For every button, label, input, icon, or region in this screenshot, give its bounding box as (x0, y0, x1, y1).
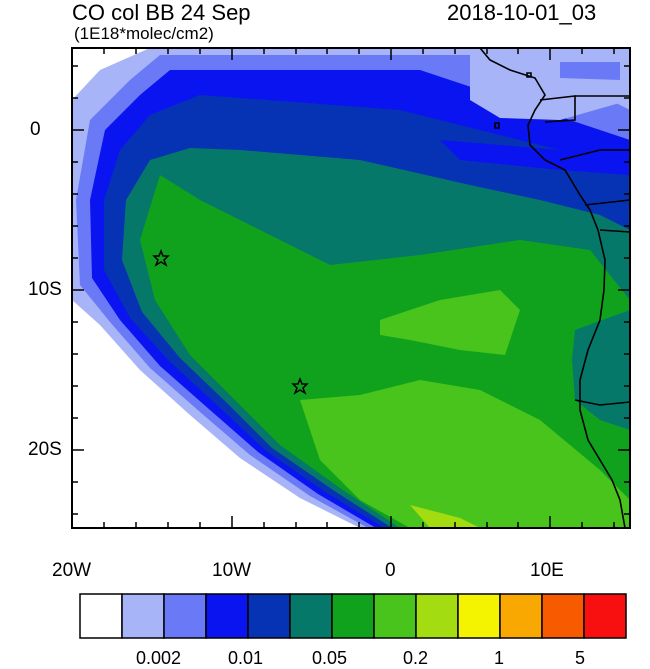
plot-frame (71, 47, 631, 529)
y-tick-10s: 10S (28, 279, 62, 300)
y-tick-20s: 20S (28, 439, 62, 460)
colorbar-box-4 (247, 593, 291, 639)
colorbar-label-0: 0.002 (136, 648, 182, 668)
x-tick-0: 0 (385, 560, 396, 581)
colorbar-box-11 (541, 593, 585, 639)
colorbar-box-2 (163, 593, 207, 639)
x-tick-10e: 10E (530, 560, 564, 581)
coastline (479, 48, 630, 528)
colorbar-box-5 (289, 593, 333, 639)
colorbar-box-3 (205, 593, 249, 639)
x-tick-20w: 20W (52, 560, 92, 581)
title-left: CO col BB 24 Sep (72, 0, 251, 25)
star-marker-2 (291, 376, 309, 395)
colorbar-box-1 (121, 593, 165, 639)
colorbar-box-7 (373, 593, 417, 639)
title-right: 2018-10-01_03 (447, 0, 597, 25)
y-tick-0: 0 (30, 119, 41, 140)
colorbar-label-4: 1 (494, 648, 505, 668)
colorbar-label-1: 0.01 (228, 648, 264, 668)
colorbar (79, 593, 627, 639)
units-label: (1E18*molec/cm2) (74, 24, 214, 43)
star-markers (152, 248, 309, 395)
colorbar-label-3: 0.2 (403, 648, 429, 668)
colorbar-box-9 (457, 593, 501, 639)
colorbar-box-6 (331, 593, 375, 639)
star-marker-1 (152, 248, 170, 267)
colorbar-box-10 (499, 593, 543, 639)
x-tick-10w: 10W (212, 560, 252, 581)
colorbar-label-2: 0.05 (312, 648, 348, 668)
colorbar-box-0 (79, 593, 123, 639)
axis-ticks (71, 48, 630, 528)
colorbar-label-5: 5 (575, 648, 586, 668)
colorbar-box-8 (415, 593, 459, 639)
co-field (72, 48, 630, 528)
colorbar-box-12 (583, 593, 627, 639)
